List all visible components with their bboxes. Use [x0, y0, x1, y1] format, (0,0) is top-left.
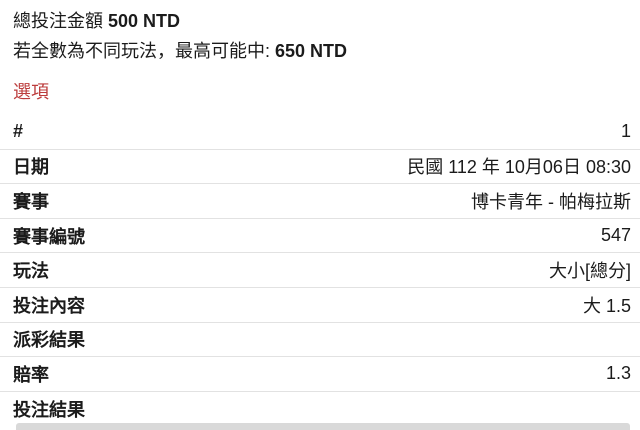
total-stake-value: 500 NTD	[108, 11, 181, 31]
row-value: 民國 112 年 10月06日 08:30	[407, 157, 631, 178]
row-value: 547	[600, 225, 631, 246]
options-section-header: 選項	[13, 82, 49, 102]
row-value: 1.3	[605, 363, 631, 384]
row-label: 投注內容	[13, 295, 85, 316]
table-row-payout-result: 派彩結果	[0, 323, 640, 358]
bet-details-table: # 1 日期 民國 112 年 10月06日 08:30 賽事 博卡青年 - 帕…	[0, 115, 640, 426]
table-row-number: # 1	[0, 115, 640, 150]
table-row-play-type: 玩法 大小[總分]	[0, 253, 640, 288]
row-label: 賽事	[13, 191, 49, 212]
total-stake-label: 總投注金額	[13, 11, 103, 31]
row-label: 投注結果	[13, 400, 85, 421]
table-row-odds: 賠率 1.3	[0, 357, 640, 392]
max-win-line: 若全數為不同玩法，最高可能中: 650 NTD	[13, 36, 630, 66]
row-label: #	[13, 121, 24, 142]
max-win-label: 若全數為不同玩法，最高可能中:	[13, 41, 270, 61]
bottom-panel-edge	[16, 423, 630, 430]
table-row-match-number: 賽事編號 547	[0, 219, 640, 254]
table-row-date: 日期 民國 112 年 10月06日 08:30	[0, 150, 640, 185]
row-label: 玩法	[13, 261, 49, 282]
table-row-bet-result: 投注結果	[0, 392, 640, 427]
row-value: 大小[總分]	[548, 261, 631, 282]
max-win-value: 650 NTD	[275, 41, 348, 61]
bet-summary: 總投注金額 500 NTD 若全數為不同玩法，最高可能中: 650 NTD 選項	[0, 0, 640, 104]
total-stake-line: 總投注金額 500 NTD	[13, 6, 630, 36]
row-value: 大 1.5	[582, 295, 631, 316]
row-label: 日期	[13, 157, 49, 178]
table-row-match: 賽事 博卡青年 - 帕梅拉斯	[0, 184, 640, 219]
row-value: 博卡青年 - 帕梅拉斯	[471, 191, 631, 212]
row-label: 派彩結果	[13, 330, 85, 351]
table-row-bet-content: 投注內容 大 1.5	[0, 288, 640, 323]
row-label: 賠率	[13, 364, 49, 385]
row-label: 賽事編號	[13, 226, 85, 247]
row-value: 1	[620, 121, 631, 142]
